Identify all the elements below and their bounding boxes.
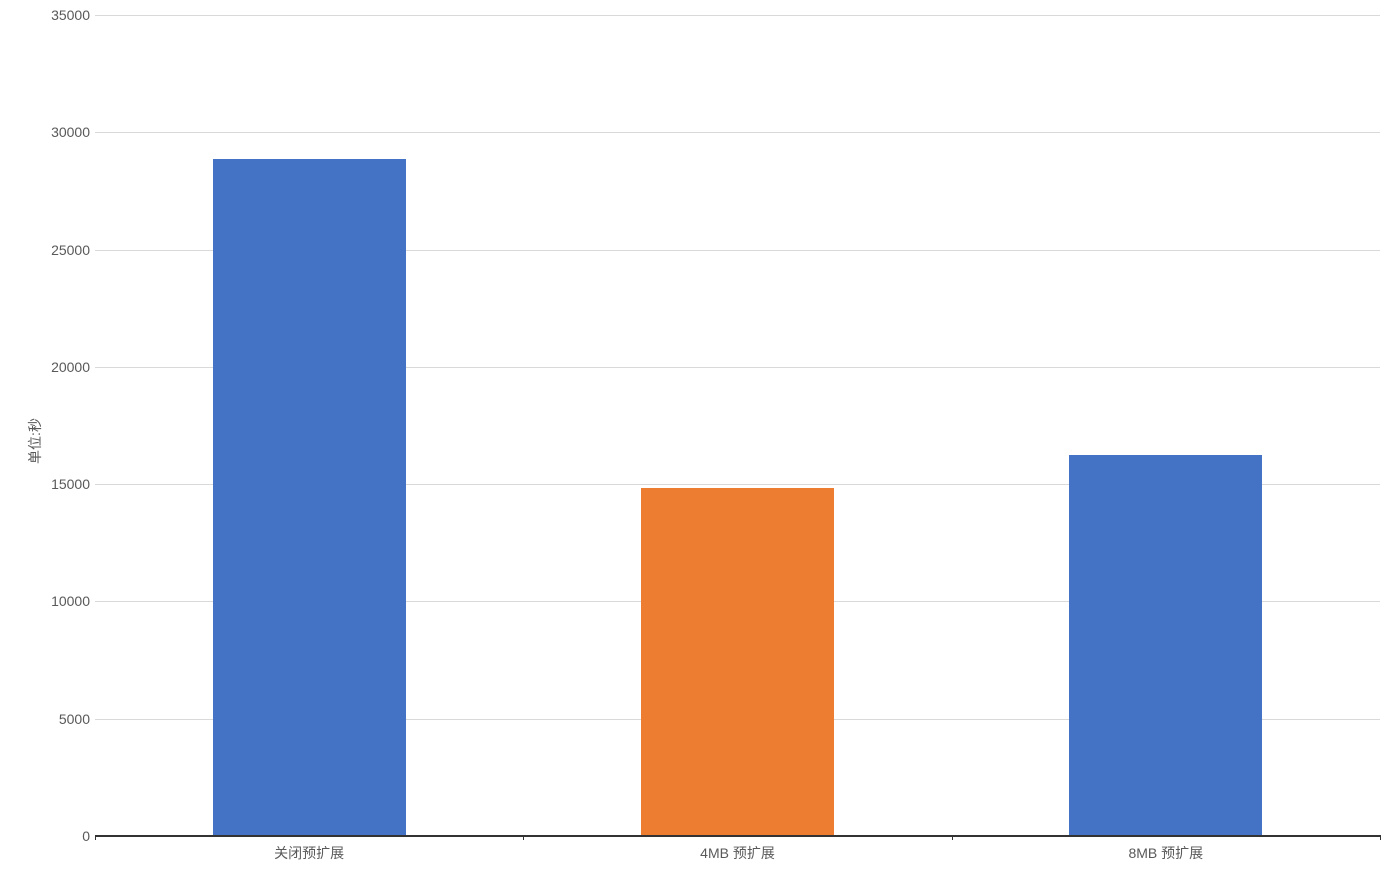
gridline: [95, 132, 1380, 133]
y-tick-label: 20000: [40, 359, 90, 375]
x-tick-label: 关闭预扩展: [274, 843, 344, 863]
x-tick-label: 4MB 预扩展: [700, 843, 775, 863]
y-axis-title: 单位:秒: [25, 418, 45, 464]
x-tick-mark: [1380, 835, 1381, 840]
x-tick-mark: [952, 835, 953, 840]
y-tick-label: 5000: [40, 711, 90, 727]
gridline: [95, 836, 1380, 837]
bar: [641, 488, 834, 835]
x-tick-label: 8MB 预扩展: [1128, 843, 1203, 863]
x-tick-mark: [95, 835, 96, 840]
plot-area: [95, 15, 1380, 836]
bar: [213, 159, 406, 835]
bar: [1069, 455, 1262, 835]
chart-container: 单位:秒 0 5000 10000 15000 20000 25000 30000 35000…: [0, 0, 1395, 881]
y-tick-label: 25000: [40, 242, 90, 258]
y-tick-label: 10000: [40, 593, 90, 609]
y-tick-label: 15000: [40, 476, 90, 492]
y-tick-label: 35000: [40, 7, 90, 23]
y-tick-label: 0: [40, 828, 90, 844]
y-tick-label: 30000: [40, 124, 90, 140]
gridline: [95, 15, 1380, 16]
x-tick-mark: [523, 835, 524, 840]
